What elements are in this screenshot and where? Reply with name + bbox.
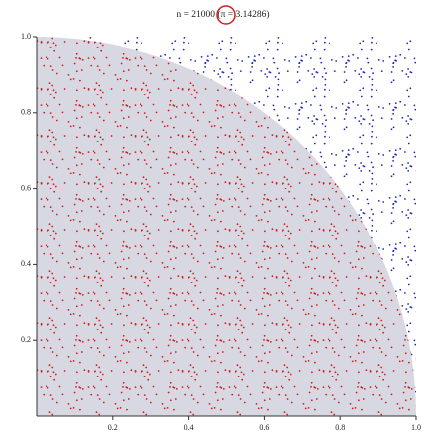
x-tick-label: 0.4 <box>184 423 194 432</box>
y-tick-label: 0.6 <box>21 183 31 192</box>
y-tick-label: 0.8 <box>21 108 31 117</box>
x-tick-label: 1.0 <box>411 423 421 432</box>
x-tick-label: 0.2 <box>108 423 118 432</box>
y-tick-label: 1.0 <box>21 32 31 41</box>
y-tick-label: 0.2 <box>21 335 31 344</box>
plot-area <box>33 36 417 420</box>
x-tick-label: 0.8 <box>335 423 345 432</box>
annotation-circle <box>216 5 236 25</box>
inside-region <box>37 37 416 416</box>
chart-title: n = 21000 (π = 3.14286) <box>176 9 269 20</box>
x-tick-label: 0.6 <box>259 423 269 432</box>
y-tick-label: 0.4 <box>21 259 31 268</box>
